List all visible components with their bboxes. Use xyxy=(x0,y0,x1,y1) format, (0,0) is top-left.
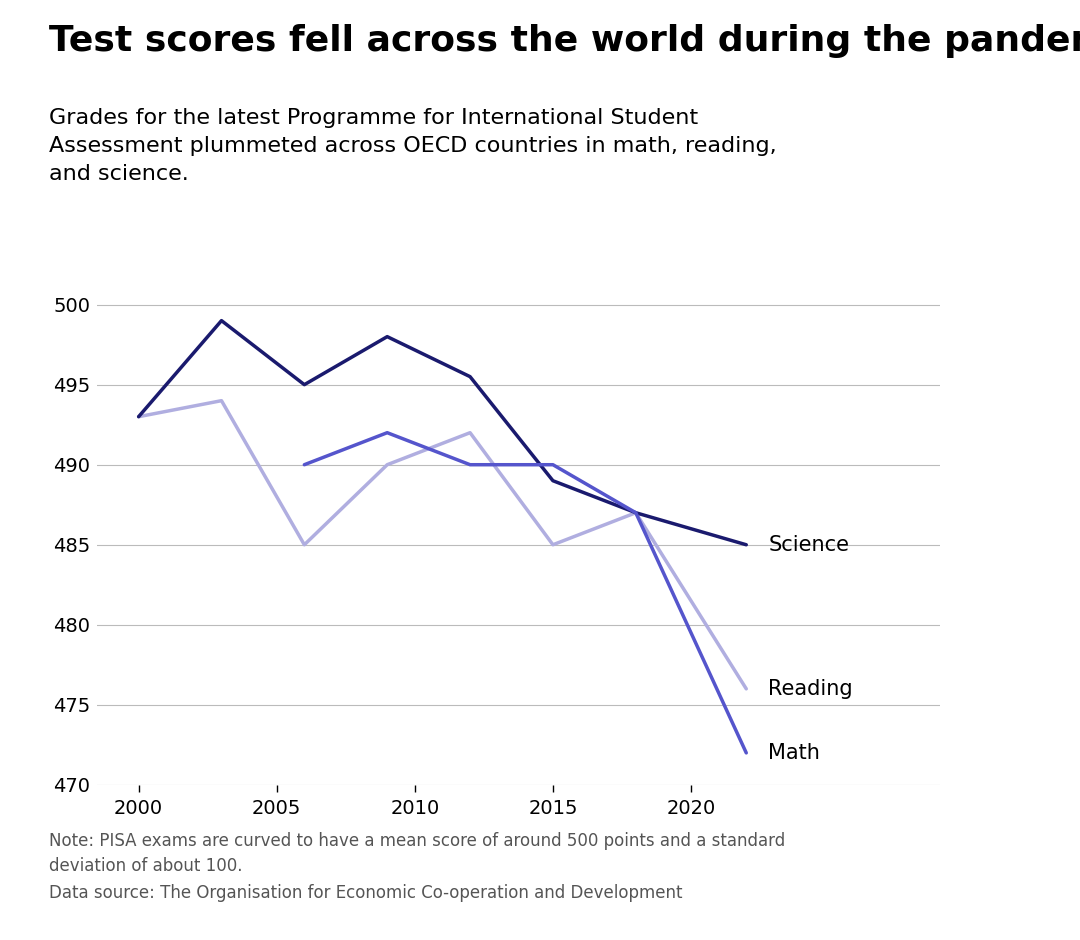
Text: Grades for the latest Programme for International Student
Assessment plummeted a: Grades for the latest Programme for Inte… xyxy=(49,108,777,184)
Text: Test scores fell across the world during the pandemic: Test scores fell across the world during… xyxy=(49,24,1080,57)
Text: Note: PISA exams are curved to have a mean score of around 500 points and a stan: Note: PISA exams are curved to have a me… xyxy=(49,832,785,875)
Text: Math: Math xyxy=(768,743,820,763)
Text: Reading: Reading xyxy=(768,679,853,698)
Text: Data source: The Organisation for Economic Co-operation and Development: Data source: The Organisation for Econom… xyxy=(49,884,683,901)
Text: Science: Science xyxy=(768,535,849,555)
